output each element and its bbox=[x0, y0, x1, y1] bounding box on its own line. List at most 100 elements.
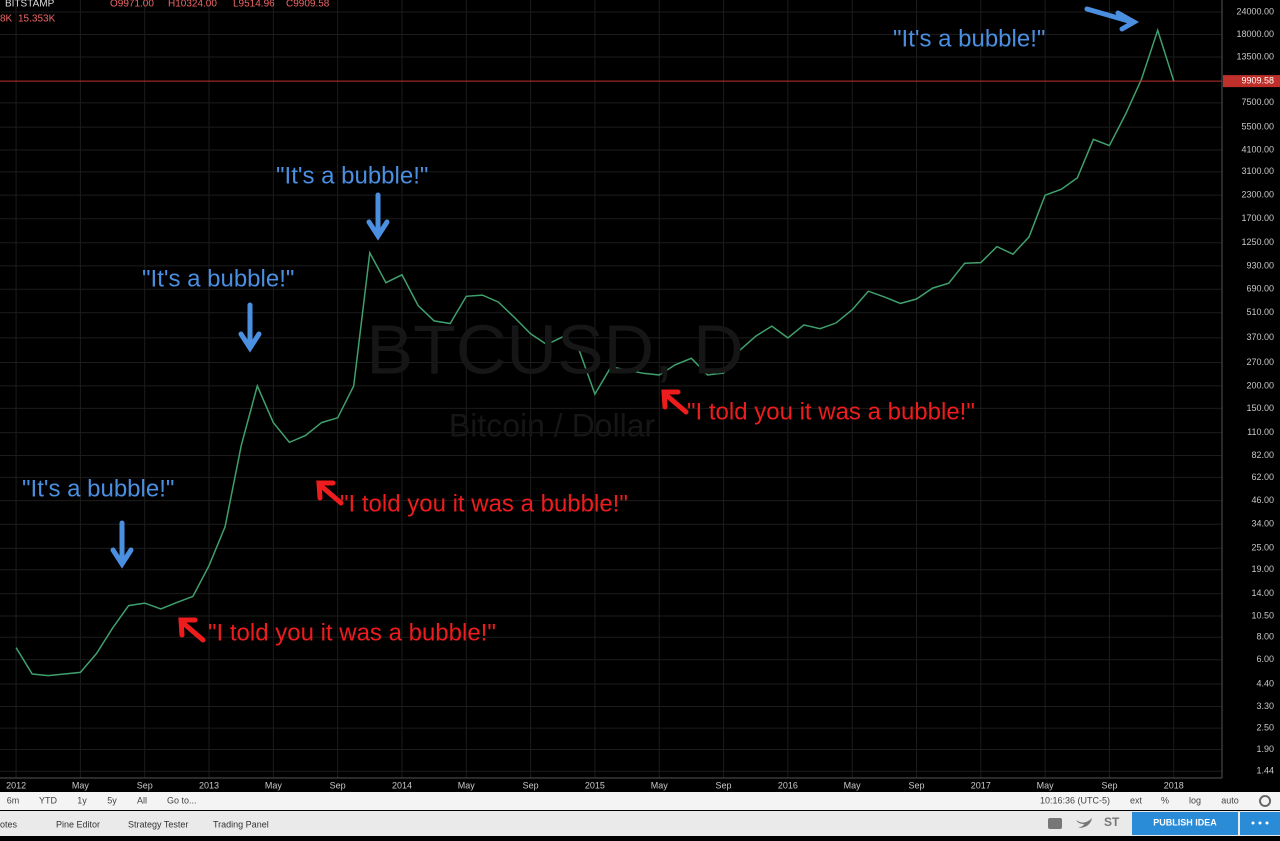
arrow bbox=[661, 389, 689, 415]
stocktwits-icon[interactable]: ST bbox=[1104, 815, 1120, 829]
y-tick-label: 25.00 bbox=[1251, 543, 1274, 553]
y-tick-label: 82.00 bbox=[1251, 450, 1274, 460]
toolbar bbox=[0, 792, 1280, 810]
ohlc-open: O9971.00 bbox=[110, 0, 154, 10]
range-button[interactable]: All bbox=[137, 795, 147, 805]
y-tick-label: 46.00 bbox=[1251, 495, 1274, 505]
watermark-subtitle: Bitcoin / Dollar bbox=[449, 407, 656, 443]
x-tick-label: Sep bbox=[523, 780, 539, 790]
x-tick-label: 2016 bbox=[778, 780, 798, 790]
x-tick-label: May bbox=[844, 780, 862, 790]
y-tick-label: 1.44 bbox=[1256, 766, 1274, 776]
ohlc-low: L9514.96 bbox=[233, 0, 275, 10]
twitter-icon[interactable] bbox=[1076, 818, 1092, 828]
y-tick-label: 4100.00 bbox=[1241, 144, 1274, 154]
arrow bbox=[316, 480, 344, 506]
y-tick-label: 13500.00 bbox=[1236, 51, 1274, 61]
x-tick-label: 2018 bbox=[1164, 780, 1184, 790]
x-tick-label: May bbox=[458, 780, 476, 790]
bottom-bar bbox=[0, 811, 1280, 836]
y-tick-label: 110.00 bbox=[1247, 427, 1274, 437]
scale-options: ext% log auto bbox=[1130, 795, 1239, 805]
range-button[interactable]: 5y bbox=[107, 795, 117, 805]
annotation: "It's a bubble!" bbox=[142, 265, 294, 292]
y-tick-label: 370.00 bbox=[1246, 332, 1274, 342]
settings-icon[interactable] bbox=[1259, 795, 1272, 807]
x-tick-label: 2014 bbox=[392, 780, 412, 790]
last-price-label: 9909.58 bbox=[1241, 75, 1274, 85]
watermark-title: BTCUSD, D bbox=[366, 310, 743, 388]
camera-icon[interactable] bbox=[1048, 818, 1062, 829]
y-tick-label: 6.00 bbox=[1256, 654, 1274, 664]
price-line bbox=[15, 27, 1175, 677]
y-tick-label: 930.00 bbox=[1246, 260, 1274, 270]
x-tick-label: Sep bbox=[330, 780, 346, 790]
publish-label: PUBLISH IDEA bbox=[1153, 817, 1217, 827]
volume: 15.353K bbox=[18, 14, 56, 25]
y-tick-label: 24000.00 bbox=[1236, 6, 1274, 16]
y-tick-label: 270.00 bbox=[1246, 357, 1274, 367]
y-tick-label: 690.00 bbox=[1246, 284, 1274, 294]
x-tick-label: Sep bbox=[908, 780, 924, 790]
annotation: "I told you it was a bubble!" bbox=[340, 490, 628, 517]
y-tick-label: 4.40 bbox=[1256, 678, 1274, 688]
more-dots bbox=[1251, 821, 1269, 825]
x-tick-label: May bbox=[1037, 780, 1055, 790]
arrow bbox=[178, 617, 206, 643]
annotation: "I told you it was a bubble!" bbox=[687, 398, 975, 425]
scale-option[interactable]: log bbox=[1189, 795, 1201, 805]
tab[interactable]: Trading Panel bbox=[213, 819, 269, 829]
goto-button[interactable]: Go to... bbox=[167, 795, 197, 805]
tab[interactable]: Pine Editor bbox=[56, 819, 100, 829]
annotation: "It's a bubble!" bbox=[276, 162, 428, 189]
tab[interactable]: Strategy Tester bbox=[128, 819, 188, 829]
x-tick-label: 2017 bbox=[971, 780, 991, 790]
x-tick-label: May bbox=[265, 780, 283, 790]
range-button[interactable]: YTD bbox=[39, 795, 58, 805]
range-button[interactable]: 1y bbox=[77, 795, 87, 805]
scale-option[interactable]: auto bbox=[1221, 795, 1239, 805]
ohlc-close: C9909.58 bbox=[286, 0, 330, 10]
plot bbox=[0, 0, 1222, 778]
y-tick-label: 7500.00 bbox=[1241, 97, 1274, 107]
arrows bbox=[110, 6, 1140, 643]
y-tick-label: 8.00 bbox=[1256, 632, 1274, 642]
y-tick-label: 19.00 bbox=[1251, 564, 1274, 574]
arrow bbox=[110, 520, 134, 569]
y-tick-label: 10.50 bbox=[1251, 610, 1274, 620]
scale-option[interactable]: % bbox=[1161, 795, 1169, 805]
y-tick-label: 1.90 bbox=[1256, 744, 1274, 754]
tab[interactable]: otes bbox=[0, 819, 18, 829]
symbol[interactable]: BITSTAMP bbox=[5, 0, 55, 10]
y-tick-label: 2.50 bbox=[1256, 722, 1274, 732]
annotation: "I told you it was a bubble!" bbox=[208, 619, 496, 646]
annotation: "It's a bubble!" bbox=[893, 25, 1045, 52]
annotation: "It's a bubble!" bbox=[22, 475, 174, 502]
x-tick-label: 2013 bbox=[199, 780, 219, 790]
y-tick-label: 150.00 bbox=[1246, 403, 1274, 413]
last-price-tag bbox=[1223, 75, 1280, 88]
x-tick-label: Sep bbox=[137, 780, 153, 790]
y-tick-label: 1700.00 bbox=[1241, 213, 1274, 223]
volume-cut: 8K bbox=[0, 14, 13, 25]
y-tick-label: 200.00 bbox=[1246, 380, 1274, 390]
y-tick-label: 14.00 bbox=[1251, 588, 1274, 598]
range-buttons: 6m YTD 1y 5y All bbox=[7, 795, 147, 805]
arrow bbox=[1084, 6, 1140, 32]
publish-button[interactable] bbox=[1132, 812, 1238, 835]
x-tick-label: 2015 bbox=[585, 780, 605, 790]
y-tick-label: 18000.00 bbox=[1236, 29, 1274, 39]
x-tick-label: 2012 bbox=[6, 780, 26, 790]
y-tick-label: 3.30 bbox=[1256, 701, 1274, 711]
tabs: otes Pine Editor Strategy Tester Trading Pa… bbox=[0, 819, 269, 829]
range-button[interactable]: 6m bbox=[7, 795, 20, 805]
arrow bbox=[238, 302, 262, 353]
scale-option[interactable]: ext bbox=[1130, 795, 1143, 805]
x-tick-label: May bbox=[651, 780, 669, 790]
y-tick-label: 510.00 bbox=[1246, 307, 1274, 317]
y-tick-label: 3100.00 bbox=[1241, 166, 1274, 176]
x-tick-label: May bbox=[72, 780, 90, 790]
x-tick-label: Sep bbox=[1101, 780, 1117, 790]
